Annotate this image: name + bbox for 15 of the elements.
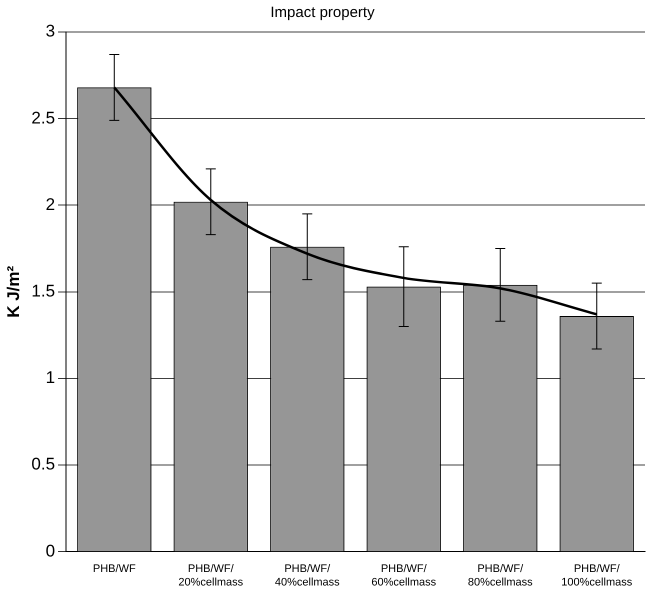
- x-tick-label: PHB/WF/20%cellmass: [178, 563, 244, 588]
- y-tick-label: 0.5: [31, 454, 56, 474]
- y-tick-label: 2: [46, 194, 56, 214]
- y-tick-label: 3: [46, 22, 56, 41]
- x-tick-label: PHB/WF/80%cellmass: [468, 563, 534, 588]
- x-tick-label: PHB/WF: [92, 563, 136, 576]
- y-tick-label: 1.5: [31, 281, 56, 300]
- x-tick-label: PHB/WF/60%cellmass: [371, 563, 437, 588]
- y-tick-label: 2.5: [31, 108, 56, 128]
- x-tick-label: PHB/WF/100%cellmass: [561, 563, 633, 588]
- y-tick-label: 0: [46, 541, 56, 560]
- y-axis-title: K J/m²: [4, 265, 23, 318]
- chart-title: Impact property: [270, 4, 376, 22]
- x-tick-label: PHB/WF/40%cellmass: [274, 563, 340, 588]
- y-tick-label: 1: [46, 368, 56, 388]
